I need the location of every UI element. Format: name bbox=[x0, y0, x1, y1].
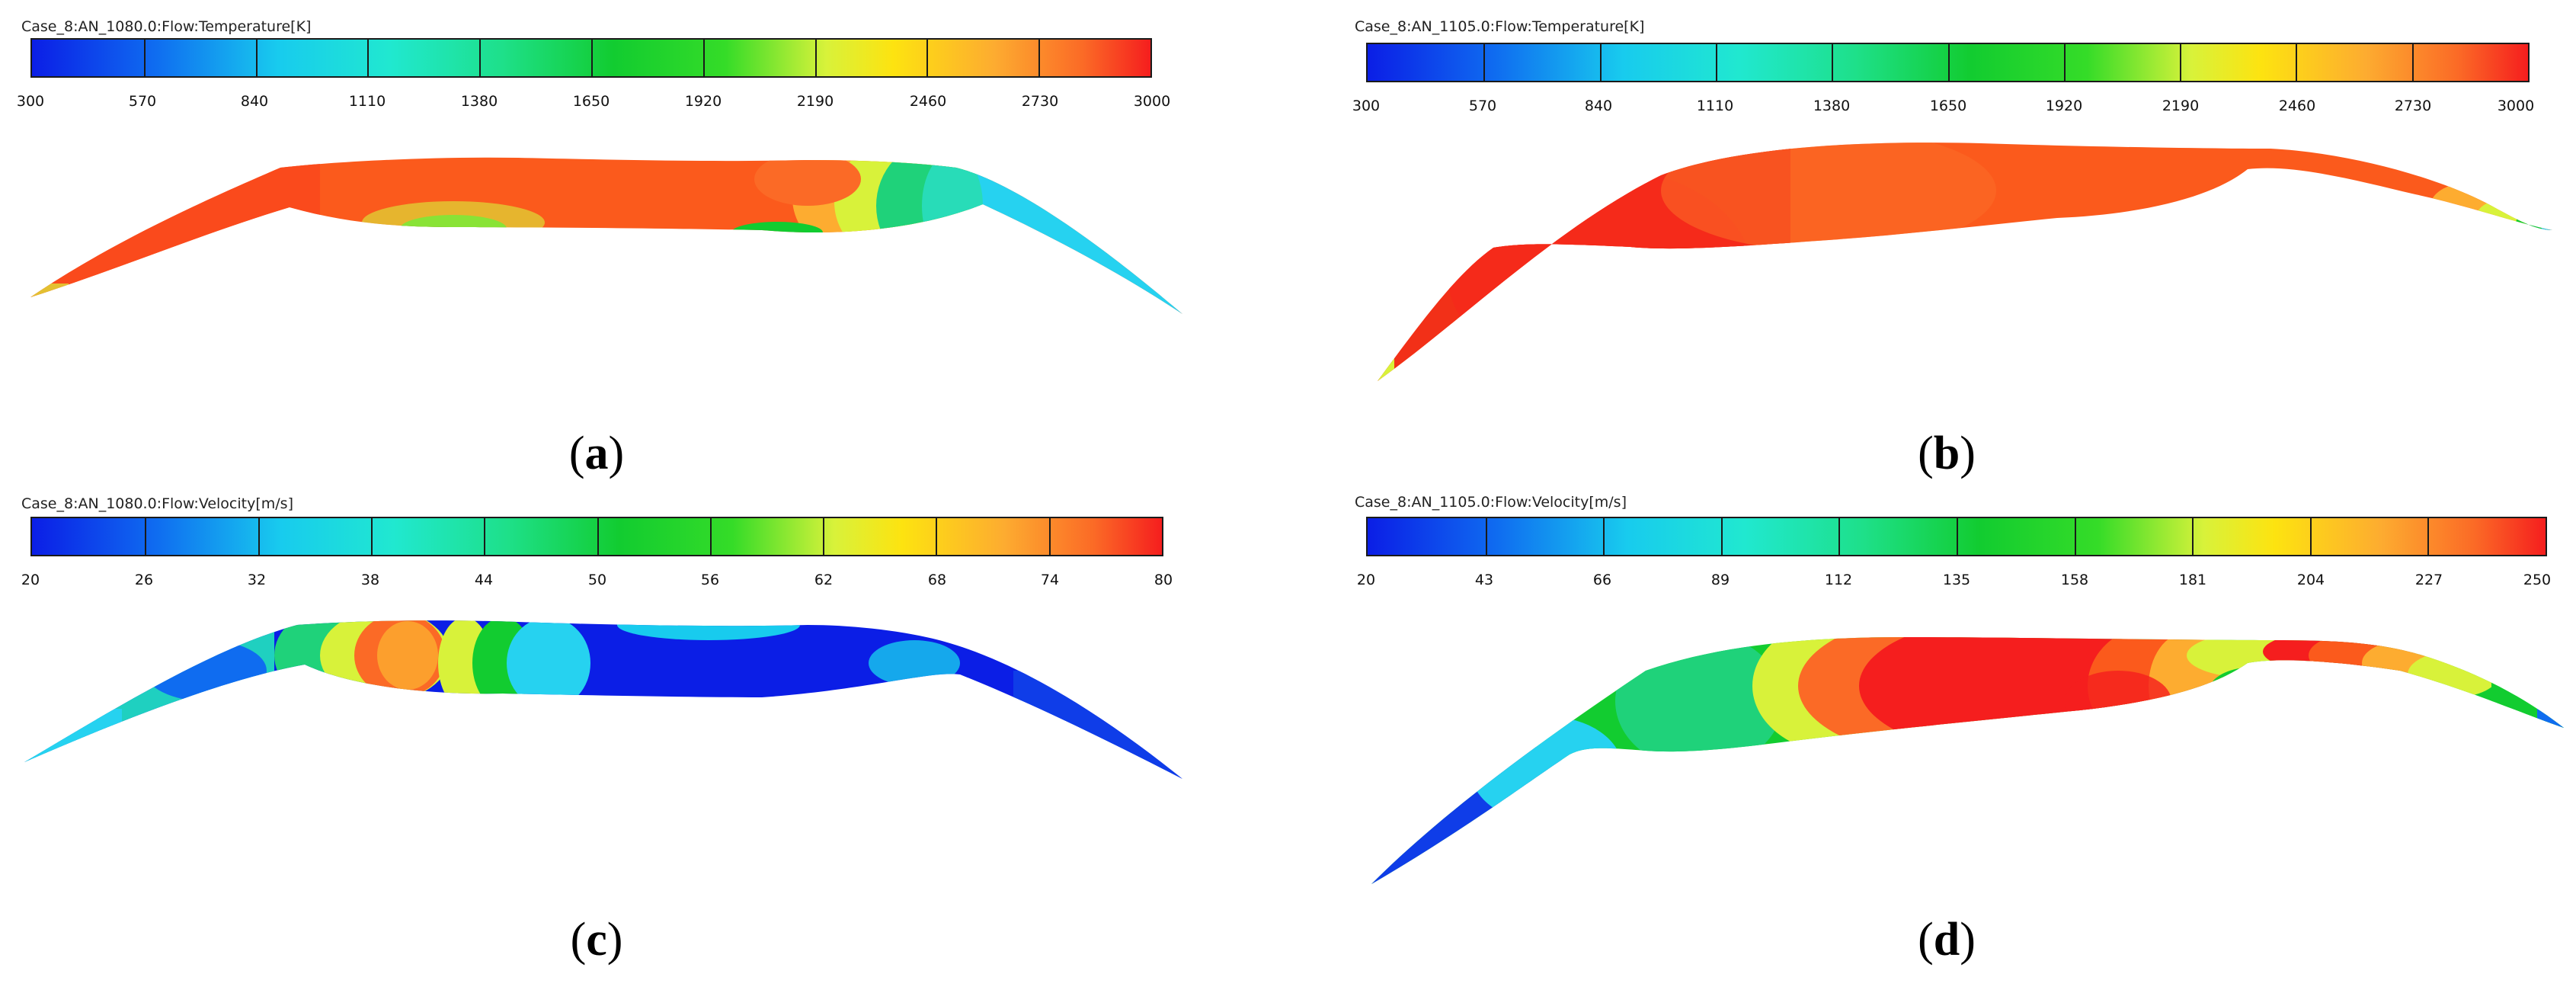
tick-label: 250 bbox=[2523, 572, 2552, 588]
caption-c: (c) bbox=[570, 914, 623, 966]
tick-label: 570 bbox=[128, 93, 157, 110]
tick-label: 1110 bbox=[1696, 98, 1734, 114]
tick-label: 2460 bbox=[2278, 98, 2316, 114]
tick-label: 32 bbox=[247, 572, 267, 588]
tick-label: 26 bbox=[134, 572, 154, 588]
tick-label: 2190 bbox=[2162, 98, 2200, 114]
colorbar-c bbox=[30, 517, 1163, 556]
tick-label: 1920 bbox=[684, 93, 722, 110]
tick-label: 1650 bbox=[572, 93, 610, 110]
tick-label: 50 bbox=[587, 572, 607, 588]
tick-label: 20 bbox=[1356, 572, 1376, 588]
tick-label: 227 bbox=[2414, 572, 2443, 588]
colorbar-title-d: Case_8:AN_1105.0:Flow:Velocity[m/s] bbox=[1355, 494, 1627, 511]
tick-label: 1380 bbox=[460, 93, 498, 110]
tick-label: 112 bbox=[1824, 572, 1853, 588]
tick-label: 3000 bbox=[1133, 93, 1171, 110]
tick-label: 300 bbox=[16, 93, 45, 110]
tick-label: 89 bbox=[1710, 572, 1730, 588]
colorbar-title-a: Case_8:AN_1080.0:Flow:Temperature[K] bbox=[21, 18, 312, 35]
caption-b: (b) bbox=[1918, 428, 1976, 479]
tick-label: 204 bbox=[2296, 572, 2325, 588]
tick-label: 2190 bbox=[796, 93, 834, 110]
colorbar-title-b: Case_8:AN_1105.0:Flow:Temperature[K] bbox=[1355, 18, 1645, 35]
tick-label: 62 bbox=[814, 572, 834, 588]
tick-label: 2730 bbox=[2394, 98, 2432, 114]
colorbar-title-c: Case_8:AN_1080.0:Flow:Velocity[m/s] bbox=[21, 495, 293, 512]
tick-label: 80 bbox=[1154, 572, 1173, 588]
tick-label: 300 bbox=[1352, 98, 1381, 114]
tick-label: 181 bbox=[2178, 572, 2207, 588]
tick-label: 3000 bbox=[2497, 98, 2535, 114]
tick-label: 2730 bbox=[1021, 93, 1059, 110]
tick-label: 840 bbox=[240, 93, 269, 110]
tick-label: 43 bbox=[1474, 572, 1494, 588]
tick-label: 20 bbox=[21, 572, 40, 588]
tick-label: 68 bbox=[927, 572, 947, 588]
tick-label: 44 bbox=[474, 572, 494, 588]
tick-label: 570 bbox=[1468, 98, 1497, 114]
caption-a: (a) bbox=[568, 428, 625, 479]
caption-d: (d) bbox=[1918, 914, 1976, 966]
tick-label: 2460 bbox=[909, 93, 947, 110]
tick-label: 158 bbox=[2060, 572, 2089, 588]
tick-label: 135 bbox=[1942, 572, 1971, 588]
temperature-contour-b bbox=[1378, 143, 2552, 381]
colorbar-a bbox=[30, 38, 1152, 78]
tick-label: 1380 bbox=[1813, 98, 1851, 114]
temperature-contour-a bbox=[30, 157, 1182, 314]
tick-label: 1650 bbox=[1929, 98, 1967, 114]
tick-label: 840 bbox=[1584, 98, 1613, 114]
tick-label: 56 bbox=[700, 572, 720, 588]
tick-label: 74 bbox=[1040, 572, 1060, 588]
colorbar-d bbox=[1366, 517, 2547, 556]
colorbar-b bbox=[1366, 43, 2530, 82]
tick-label: 66 bbox=[1592, 572, 1612, 588]
tick-label: 1920 bbox=[2045, 98, 2083, 114]
tick-label: 38 bbox=[360, 572, 380, 588]
tick-label: 1110 bbox=[348, 93, 386, 110]
velocity-contour-c bbox=[24, 620, 1182, 779]
